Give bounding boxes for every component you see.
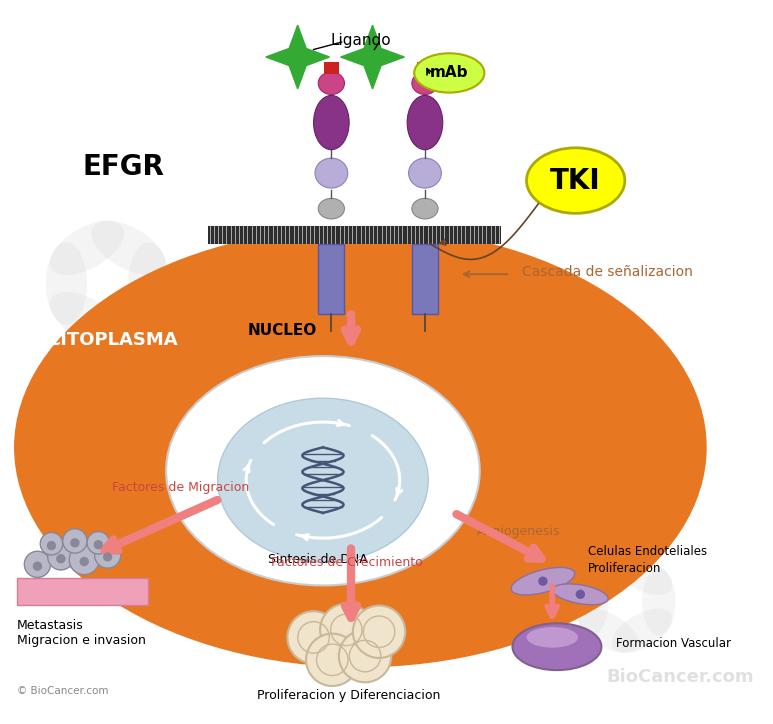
Ellipse shape <box>91 292 165 347</box>
Text: Angiogenesis: Angiogenesis <box>478 525 560 538</box>
Circle shape <box>576 589 585 599</box>
Circle shape <box>70 544 99 575</box>
Circle shape <box>87 531 110 554</box>
Text: BioCancer.com: BioCancer.com <box>607 668 754 686</box>
Circle shape <box>70 538 80 547</box>
Ellipse shape <box>50 292 124 347</box>
Circle shape <box>56 554 66 563</box>
Ellipse shape <box>91 221 165 275</box>
Text: TKI: TKI <box>550 167 601 195</box>
Circle shape <box>320 604 373 656</box>
Ellipse shape <box>575 568 608 635</box>
Ellipse shape <box>526 627 578 648</box>
Text: Formacion Vascular: Formacion Vascular <box>616 637 731 650</box>
Circle shape <box>94 540 103 550</box>
Polygon shape <box>266 25 329 89</box>
Text: Ligando: Ligando <box>330 33 390 48</box>
FancyBboxPatch shape <box>318 244 345 314</box>
Ellipse shape <box>315 158 348 188</box>
Ellipse shape <box>46 243 87 325</box>
Ellipse shape <box>314 96 349 150</box>
Ellipse shape <box>414 54 485 93</box>
Circle shape <box>24 551 50 578</box>
Text: CITOPLASMA: CITOPLASMA <box>47 331 178 349</box>
Text: BioCancer.com: BioCancer.com <box>89 330 250 349</box>
Ellipse shape <box>511 568 574 595</box>
Ellipse shape <box>318 198 345 219</box>
FancyBboxPatch shape <box>417 62 432 74</box>
Circle shape <box>353 605 405 658</box>
Circle shape <box>47 541 56 550</box>
Ellipse shape <box>553 584 608 605</box>
Ellipse shape <box>166 356 480 586</box>
Circle shape <box>40 533 63 555</box>
Text: © BioCancer.com: © BioCancer.com <box>17 686 108 696</box>
Ellipse shape <box>218 398 428 562</box>
Circle shape <box>288 611 340 664</box>
Text: Factores de Crecimiento: Factores de Crecimiento <box>271 556 423 569</box>
Ellipse shape <box>407 96 443 150</box>
Ellipse shape <box>128 243 169 325</box>
Ellipse shape <box>526 148 625 214</box>
Text: Sintesis de DNA: Sintesis de DNA <box>268 553 368 566</box>
Circle shape <box>48 544 74 570</box>
Ellipse shape <box>612 609 673 653</box>
Ellipse shape <box>578 551 638 595</box>
Ellipse shape <box>642 568 676 635</box>
FancyBboxPatch shape <box>208 225 501 244</box>
Ellipse shape <box>512 623 601 670</box>
Text: Factores de Migracion: Factores de Migracion <box>112 481 250 494</box>
Circle shape <box>63 529 87 553</box>
Text: NUCLEO: NUCLEO <box>248 323 317 338</box>
Circle shape <box>306 634 359 686</box>
Ellipse shape <box>409 158 441 188</box>
Circle shape <box>94 542 121 568</box>
Circle shape <box>339 630 391 682</box>
Circle shape <box>103 552 112 562</box>
FancyBboxPatch shape <box>412 244 438 314</box>
Circle shape <box>32 562 42 571</box>
FancyBboxPatch shape <box>17 578 148 605</box>
Ellipse shape <box>578 609 638 653</box>
FancyBboxPatch shape <box>324 62 339 74</box>
Text: Proliferacion y Diferenciacion: Proliferacion y Diferenciacion <box>257 689 440 702</box>
Text: Cascada de señalizacion: Cascada de señalizacion <box>523 265 693 279</box>
Text: EFGR: EFGR <box>83 153 164 180</box>
Ellipse shape <box>612 551 673 595</box>
Circle shape <box>538 576 547 586</box>
Polygon shape <box>341 25 404 89</box>
Ellipse shape <box>412 198 438 219</box>
Text: mAb: mAb <box>430 65 468 80</box>
Ellipse shape <box>412 72 438 94</box>
Text: Metastasis
Migracion e invasion: Metastasis Migracion e invasion <box>17 618 146 647</box>
Ellipse shape <box>318 72 345 94</box>
Ellipse shape <box>50 221 124 275</box>
Circle shape <box>80 557 89 566</box>
Ellipse shape <box>14 227 707 668</box>
Text: Celulas Endoteliales
Proliferacion: Celulas Endoteliales Proliferacion <box>587 544 707 575</box>
